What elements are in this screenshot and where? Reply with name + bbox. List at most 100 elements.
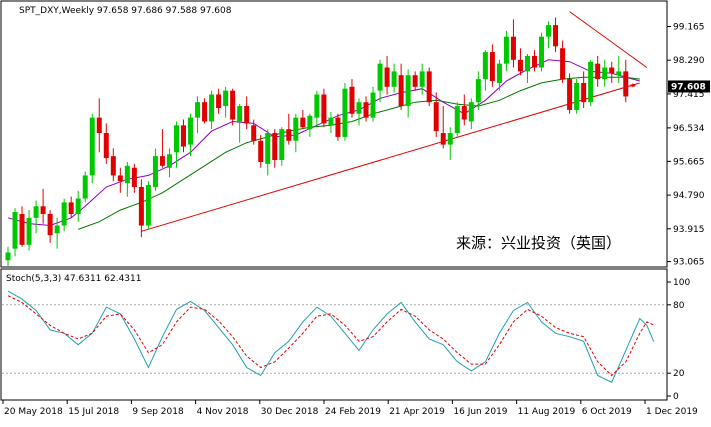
candle-body (47, 213, 53, 236)
candle-body (426, 71, 432, 103)
candle (131, 163, 137, 193)
candle-body (300, 117, 306, 128)
candle (96, 98, 102, 153)
candle-body (181, 125, 186, 147)
candle-body (314, 94, 320, 118)
candle (489, 44, 495, 87)
candle-body (503, 36, 509, 64)
candle-body (216, 94, 222, 108)
candle-body (307, 115, 313, 130)
candle-body (272, 133, 278, 161)
candle (581, 71, 587, 108)
candle-body (510, 36, 516, 60)
x-tick-label: 6 Oct 2019 (582, 407, 632, 417)
x-tick-label: 1 Dec 2019 (646, 407, 698, 417)
candle (496, 59, 502, 91)
candle (433, 92, 439, 137)
candle-body (574, 82, 580, 110)
watermark-text: 来源：兴业投资（英国） (456, 234, 621, 252)
candle (524, 54, 530, 83)
x-tick-label: 30 Dec 2018 (261, 407, 319, 417)
trendline (569, 11, 648, 68)
candle-body (391, 71, 397, 87)
candle-body (103, 133, 109, 159)
candle (447, 127, 453, 161)
candle-body (363, 102, 369, 118)
candle (405, 69, 411, 118)
candle-body (202, 102, 208, 122)
candle-body (293, 117, 299, 141)
candle (124, 161, 130, 197)
candle-body (166, 154, 172, 168)
candle (553, 17, 559, 53)
candle-body (447, 133, 453, 145)
stoch-main-line (7, 290, 655, 383)
candle (145, 181, 151, 230)
candle (595, 55, 601, 87)
candle (152, 148, 158, 191)
candle-body (328, 117, 334, 126)
candle-body (433, 102, 439, 132)
candle (202, 98, 208, 124)
candle-body (124, 165, 130, 184)
price-panel-frame (0, 0, 668, 268)
candle (216, 88, 222, 114)
candle-body (623, 71, 629, 97)
price-tick-label: 99.165 (673, 22, 705, 32)
price-tick-label: 95.665 (673, 157, 705, 167)
candle (173, 121, 179, 168)
candle-body (342, 88, 348, 137)
candle (363, 96, 369, 122)
candle-body (567, 79, 573, 110)
candle (89, 113, 95, 184)
candle (103, 123, 109, 164)
candle-body (131, 167, 137, 187)
price-tick-label: 97.415 (673, 90, 705, 100)
candle (159, 129, 165, 168)
candle-body (110, 156, 116, 176)
candle-body (560, 48, 566, 80)
candle-body (532, 55, 537, 68)
candle-body (398, 75, 404, 107)
candle-body (517, 59, 523, 72)
candle (567, 73, 573, 114)
candle-body (602, 67, 608, 80)
candle (349, 79, 355, 118)
x-tick-label: 11 Aug 2019 (518, 407, 576, 417)
candle-body (370, 92, 376, 118)
candle-body (588, 61, 594, 103)
candle (279, 127, 285, 166)
candle-body (489, 52, 495, 82)
candle-body (26, 217, 32, 245)
candle-body (553, 25, 559, 47)
candle (616, 55, 622, 83)
x-tick-label: 15 Jul 2018 (68, 407, 119, 417)
candle (377, 59, 383, 103)
price-tick-label: 93.065 (673, 258, 705, 268)
candle-body (96, 117, 102, 134)
candle (286, 113, 292, 145)
candle (588, 59, 594, 107)
stoch-tick-label: 0 (673, 392, 679, 402)
candle (54, 217, 60, 249)
candle-body (356, 102, 362, 114)
candle-body (89, 117, 95, 176)
candle (223, 86, 229, 118)
candle (384, 55, 390, 95)
candle (237, 104, 243, 143)
candle-body (461, 106, 467, 120)
candle-body (616, 71, 622, 76)
candle-body (546, 25, 552, 37)
candle (61, 198, 67, 232)
stoch-header-text: Stoch(5,3,3) 47.6311 62.4311 (6, 274, 141, 284)
candle-body (19, 213, 25, 245)
candle-body (581, 82, 587, 103)
candle-body (321, 94, 327, 124)
candle-body (159, 156, 165, 166)
candle (335, 113, 341, 141)
x-tick-label: 21 Apr 2019 (389, 407, 445, 417)
candle (68, 196, 74, 218)
candle-body (75, 198, 81, 214)
candle (265, 129, 271, 176)
trendline (141, 82, 640, 232)
